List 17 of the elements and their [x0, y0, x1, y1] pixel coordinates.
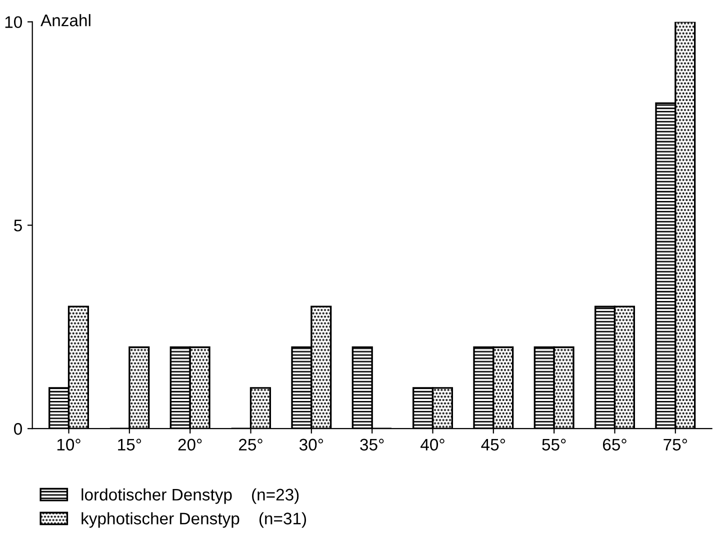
x-tick-label: 75° — [664, 438, 688, 451]
x-tick-label: 65° — [602, 438, 626, 451]
x-tick-label: 40° — [420, 438, 444, 451]
y-tick-label: 0 — [14, 423, 22, 435]
x-tick-label: 10° — [57, 438, 80, 451]
y-axis-title: Anzahl — [40, 14, 90, 26]
x-tick-label: 25° — [238, 438, 262, 451]
x-tick-label: 30° — [299, 438, 324, 451]
x-tick-label: 55° — [542, 438, 566, 451]
x-tick-label: 15° — [118, 438, 142, 451]
y-tick-label: 5 — [14, 220, 22, 232]
legend-label: lordotischer Denstyp (n=23) — [82, 488, 299, 504]
y-tick-label: 10 — [5, 16, 22, 28]
x-tick-label: 35° — [360, 438, 384, 451]
x-tick-label: 20° — [178, 438, 202, 451]
x-tick-label: 45° — [481, 438, 506, 451]
legend-label: kyphotischer Denstyp (n=31) — [82, 512, 306, 528]
